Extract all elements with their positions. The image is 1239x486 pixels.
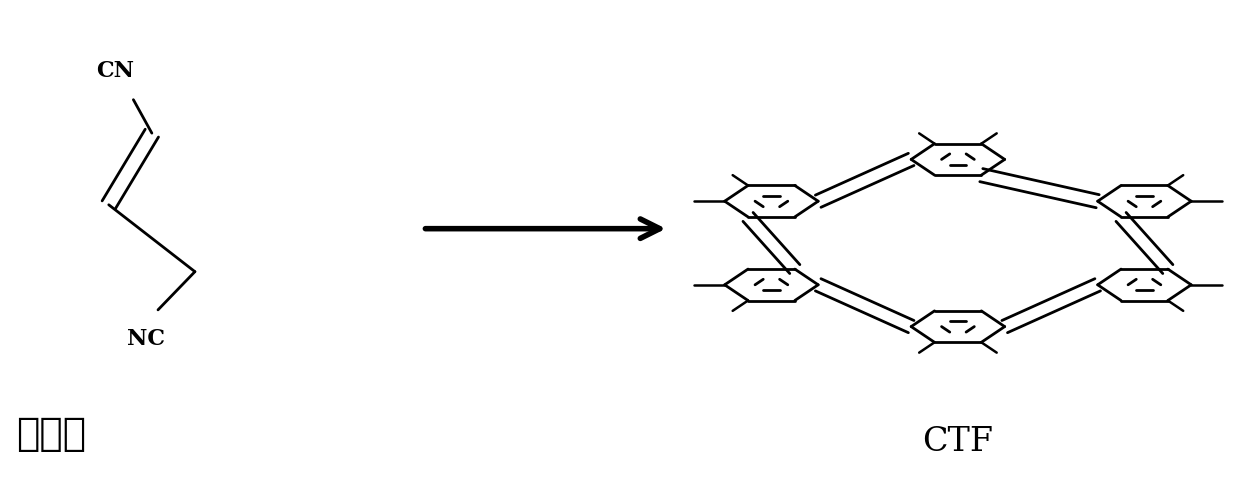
Text: 富马腔: 富马腔 — [16, 415, 87, 453]
Text: CN: CN — [97, 60, 135, 82]
Text: NC: NC — [128, 328, 165, 349]
Text: CTF: CTF — [922, 426, 994, 458]
